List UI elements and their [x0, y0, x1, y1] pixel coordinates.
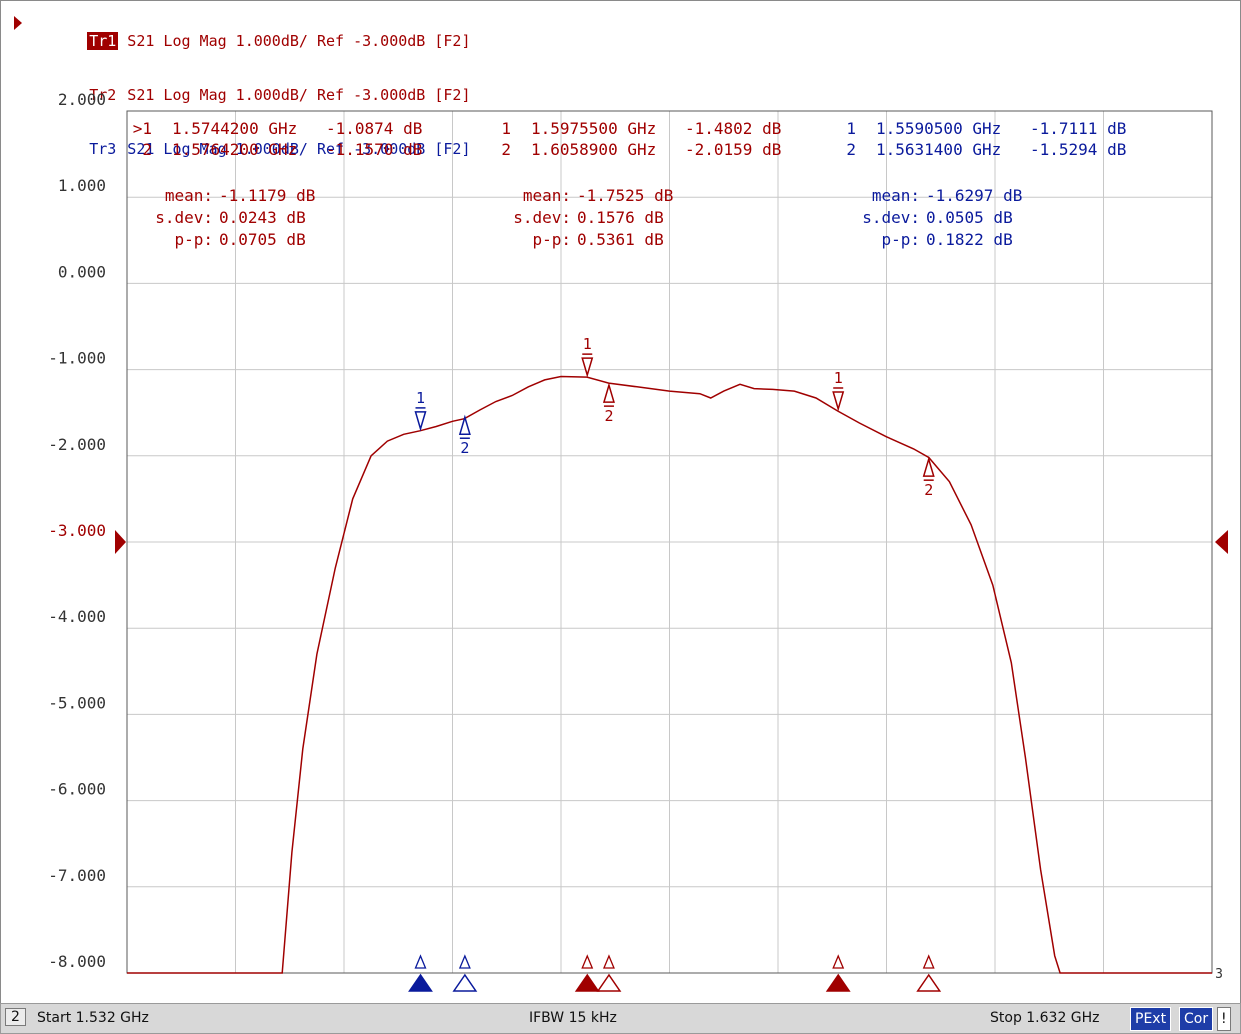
stat-value-pp: 0.5361 dB	[577, 230, 664, 249]
marker-number: 2	[501, 140, 511, 159]
stat-label-mean: mean:	[523, 186, 571, 205]
y-tick-label: -3.000	[48, 521, 106, 540]
stat-value-pp: 0.0705 dB	[219, 230, 306, 249]
marker-label: 2	[924, 481, 933, 499]
marker-frequency: 1.6058900 GHz	[531, 140, 656, 159]
marker-number: 1	[501, 119, 511, 138]
stat-label-pp: p-p:	[174, 230, 213, 249]
reference-level-left-arrow-icon[interactable]	[115, 530, 126, 554]
stat-value-mean: -1.7525 dB	[577, 186, 673, 205]
y-tick-label: -1.000	[48, 349, 106, 368]
stat-label-pp: p-p:	[881, 230, 920, 249]
bottom-marker-small-triangle-icon[interactable]	[922, 954, 935, 969]
bottom-marker-triangle-icon[interactable]	[825, 973, 851, 992]
y-tick-label: 0.000	[58, 262, 106, 281]
bottom-marker-small-triangle-icon[interactable]	[414, 954, 427, 969]
y-tick-label: -7.000	[48, 866, 106, 885]
bottom-marker-triangle-icon[interactable]	[596, 973, 622, 992]
bottom-marker-small-triangle-icon[interactable]	[602, 954, 615, 969]
marker-down-triangle-icon[interactable]	[832, 391, 845, 412]
y-tick-label: -4.000	[48, 607, 106, 626]
y-tick-label: -6.000	[48, 780, 106, 799]
stat-label-sdev: s.dev:	[862, 208, 920, 227]
marker-value: -1.4802 dB	[685, 119, 781, 138]
start-frequency-label[interactable]: Start 1.532 GHz	[37, 1010, 149, 1026]
trace-curve	[127, 375, 1212, 974]
marker-number: 2	[846, 140, 856, 159]
measurement-chart[interactable]: 2.000 1.000 0.000 -1.000 -2.000 -3.000 -4.000 -…	[0, 0, 1241, 1003]
marker-value: -1.7111 dB	[1030, 119, 1126, 138]
bottom-marker-triangle-icon[interactable]	[574, 973, 600, 992]
marker-number: >1	[133, 119, 152, 138]
trace-header: Tr1 S21 Log Mag 1.000dB/ Ref -3.000dB [F…	[13, 14, 470, 176]
y-tick-label: -8.000	[48, 952, 106, 971]
ifbw-label[interactable]: IFBW 15 kHz	[529, 1010, 617, 1026]
marker-value: -1.1570 dB	[326, 140, 422, 159]
stat-value-sdev: 0.0505 dB	[926, 208, 1013, 227]
marker-number: 1	[846, 119, 856, 138]
trace-settings-tr1: S21 Log Mag 1.000dB/ Ref -3.000dB [F2]	[118, 32, 471, 50]
bottom-marker-triangle-icon[interactable]	[452, 973, 478, 992]
marker-label: 1	[416, 389, 425, 407]
marker-label: 2	[460, 439, 469, 457]
bottom-marker-small-triangle-icon[interactable]	[832, 954, 845, 969]
bottom-marker-small-triangle-icon[interactable]	[581, 954, 594, 969]
marker-down-triangle-icon[interactable]	[414, 411, 427, 432]
marker-frequency: 1.5764200 GHz	[172, 140, 297, 159]
y-tick-label: 2.000	[58, 90, 106, 109]
analyzer-window: Tr1 S21 Log Mag 1.000dB/ Ref -3.000dB [F…	[0, 0, 1241, 1004]
trace-line-tr1[interactable]: Tr1 S21 Log Mag 1.000dB/ Ref -3.000dB [F…	[13, 14, 470, 68]
stat-label-sdev: s.dev:	[513, 208, 571, 227]
active-trace-arrow-icon	[14, 16, 22, 30]
correction-badge[interactable]: Cor	[1179, 1007, 1214, 1031]
marker-value: -2.0159 dB	[685, 140, 781, 159]
stat-label-sdev: s.dev:	[155, 208, 213, 227]
marker-value: -1.5294 dB	[1030, 140, 1126, 159]
marker-frequency: 1.5744200 GHz	[172, 119, 297, 138]
bottom-marker-small-triangle-icon[interactable]	[458, 954, 471, 969]
stat-value-pp: 0.1822 dB	[926, 230, 1013, 249]
stat-value-sdev: 0.1576 dB	[577, 208, 664, 227]
reference-level-right-arrow-icon[interactable]	[1215, 530, 1228, 554]
plot-area-border	[126, 110, 1213, 974]
trace-settings-tr2: S21 Log Mag 1.000dB/ Ref -3.000dB [F2]	[118, 86, 471, 104]
marker-up-triangle-icon[interactable]	[458, 414, 471, 435]
marker-label: 1	[834, 369, 843, 387]
end-marker-label: 3	[1215, 967, 1223, 982]
channel-number[interactable]: 2	[5, 1008, 26, 1026]
bottom-marker-triangle-icon[interactable]	[916, 973, 942, 992]
stat-label-mean: mean:	[872, 186, 920, 205]
marker-label: 2	[604, 407, 613, 425]
y-tick-label: -2.000	[48, 435, 106, 454]
marker-up-triangle-icon[interactable]	[922, 456, 935, 477]
stat-value-sdev: 0.0243 dB	[219, 208, 306, 227]
marker-frequency: 1.5590500 GHz	[876, 119, 1001, 138]
marker-value: -1.0874 dB	[326, 119, 422, 138]
trace-line-tr2[interactable]: Tr2 S21 Log Mag 1.000dB/ Ref -3.000dB [F…	[13, 68, 470, 122]
marker-frequency: 1.5631400 GHz	[876, 140, 1001, 159]
stat-value-mean: -1.1179 dB	[219, 186, 315, 205]
status-bar: 2 Start 1.532 GHz IFBW 15 kHz Stop 1.632…	[0, 1003, 1241, 1034]
trace-id-tr2[interactable]: Tr2	[89, 86, 117, 104]
stat-label-mean: mean:	[165, 186, 213, 205]
trace-id-tr1[interactable]: Tr1	[87, 32, 119, 50]
marker-down-triangle-icon[interactable]	[581, 357, 594, 378]
y-tick-label: -5.000	[48, 693, 106, 712]
bottom-marker-triangle-icon[interactable]	[408, 973, 433, 992]
marker-up-triangle-icon[interactable]	[602, 382, 615, 403]
marker-label: 1	[583, 335, 592, 353]
marker-number: 2	[142, 140, 152, 159]
stop-frequency-label[interactable]: Stop 1.632 GHz	[990, 1010, 1100, 1026]
port-extension-badge[interactable]: PExt	[1130, 1007, 1172, 1031]
stat-value-mean: -1.6297 dB	[926, 186, 1022, 205]
y-tick-label: 1.000	[58, 176, 106, 195]
trace-id-tr3[interactable]: Tr3	[89, 140, 117, 158]
stat-label-pp: p-p:	[532, 230, 571, 249]
warning-indicator[interactable]: !	[1217, 1007, 1231, 1031]
marker-frequency: 1.5975500 GHz	[531, 119, 656, 138]
